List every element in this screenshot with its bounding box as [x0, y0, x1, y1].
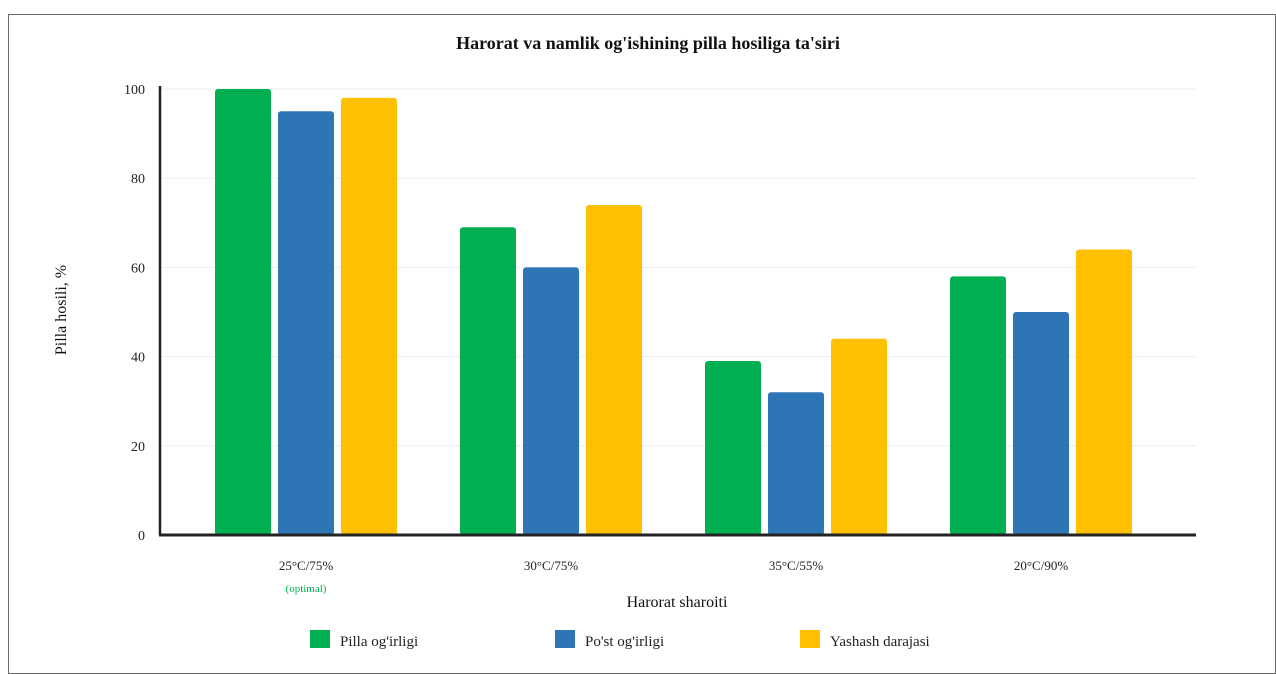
bar-pilla-og-irligi-2: [705, 361, 761, 535]
legend-swatch: [310, 630, 330, 648]
chart-title: Harorat va namlik og'ishining pilla hosi…: [456, 33, 840, 53]
bar-chart: Harorat va namlik og'ishining pilla hosi…: [53, 33, 1196, 650]
x-tick-label: 25°C/75%: [279, 558, 333, 573]
legend-label: Pilla og'irligi: [340, 634, 418, 650]
y-tick-label: 20: [131, 440, 145, 455]
y-tick-label: 100: [124, 83, 145, 98]
bars: [215, 89, 1132, 536]
bar-yashash-darajasi-3: [1076, 249, 1132, 535]
x-tick-label: 30°C/75%: [524, 558, 578, 573]
x-axis-ticks: 25°C/75% (optimal) 30°C/75% 35°C/55% 20°C/90…: [279, 558, 1068, 595]
bar-yashash-darajasi-1: [586, 204, 642, 535]
bar-yashash-darajasi-0: [341, 97, 397, 536]
legend-swatch: [555, 630, 575, 648]
y-tick-label: 60: [131, 261, 145, 276]
bar-po-st-og-irligi-2: [768, 392, 824, 535]
x-axis-label: Harorat sharoiti: [627, 594, 728, 611]
bar-pilla-og-irligi-3: [950, 276, 1006, 535]
y-tick-label: 80: [131, 172, 145, 187]
bar-po-st-og-irligi-0: [278, 111, 334, 536]
legend-swatch: [800, 630, 820, 648]
y-tick-label: 0: [138, 529, 145, 544]
legend: Pilla og'irligi Po'st og'irligi Yashash da…: [310, 630, 930, 650]
bar-yashash-darajasi-2: [831, 338, 887, 535]
x-tick-note: (optimal): [286, 583, 327, 595]
bar-po-st-og-irligi-1: [523, 267, 579, 535]
y-axis-ticks: 0 20 40 60 80 100: [124, 83, 145, 544]
legend-label: Yashash darajasi: [830, 634, 930, 650]
x-tick-label: 35°C/55%: [769, 558, 823, 573]
bar-pilla-og-irligi-1: [460, 227, 516, 535]
y-axis-label: Pilla hosili, %: [53, 265, 70, 355]
y-tick-label: 40: [131, 351, 145, 366]
x-tick-label: 20°C/90%: [1014, 558, 1068, 573]
bar-pilla-og-irligi-0: [215, 89, 271, 535]
bar-po-st-og-irligi-3: [1013, 312, 1069, 535]
legend-label: Po'st og'irligi: [585, 634, 664, 650]
